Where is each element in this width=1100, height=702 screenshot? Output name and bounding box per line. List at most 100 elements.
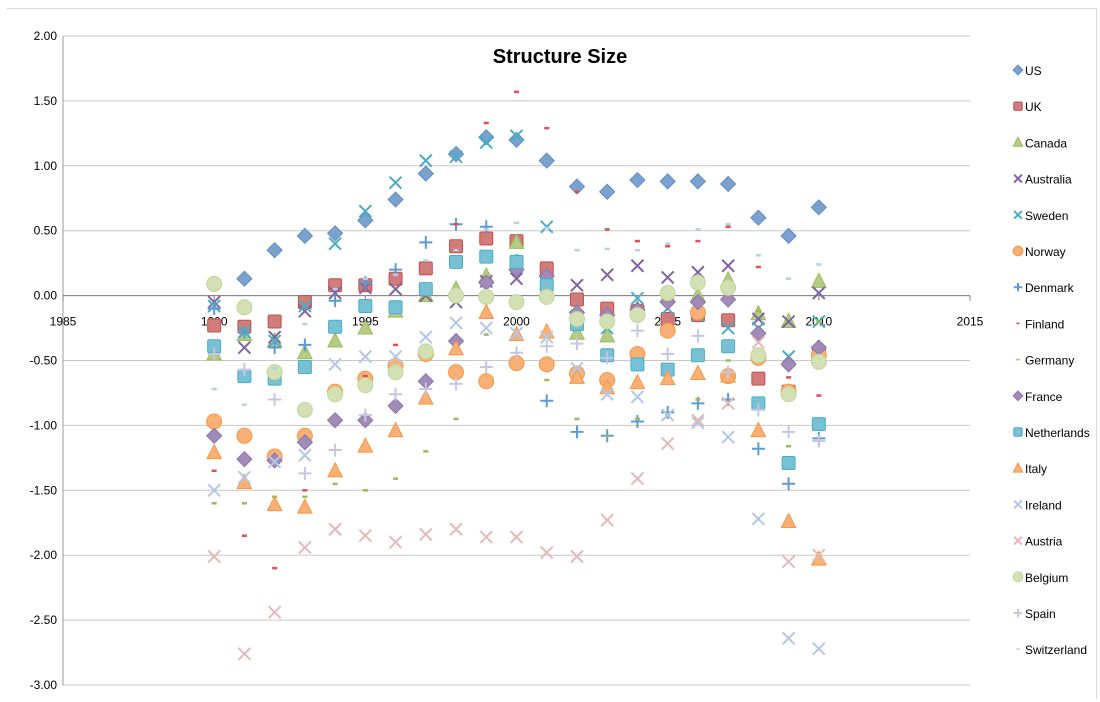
data-point-belgium [478, 288, 495, 305]
data-point-us [780, 227, 797, 245]
data-point-austria [570, 549, 584, 564]
data-point-sweden [358, 204, 373, 218]
legend-item-austria: Austria [1013, 535, 1063, 549]
data-point-spain [449, 377, 463, 391]
data-point-belgium [750, 347, 767, 364]
legend-marker-italy [1012, 461, 1024, 473]
data-point-switzerland [604, 247, 610, 251]
legend-label-denmark: Denmark [1025, 281, 1075, 295]
data-point-spain [782, 425, 796, 439]
data-point-ireland [509, 326, 524, 340]
legend-marker-denmark [1013, 282, 1023, 292]
legend-label-spain: Spain [1025, 607, 1056, 621]
legend-item-germany: Germany [1016, 354, 1074, 368]
data-point-denmark [570, 425, 584, 439]
data-point-finland [544, 126, 550, 130]
data-point-sweden [479, 135, 493, 150]
legend-label-ireland: Ireland [1025, 498, 1062, 512]
legend-marker-belgium [1012, 571, 1024, 583]
legend-marker-us [1012, 64, 1024, 76]
y-tick-label: -1.50 [30, 483, 58, 497]
data-point-austria [600, 513, 614, 527]
data-point-uk [751, 371, 766, 386]
data-point-norway [478, 373, 495, 390]
data-point-belgium [357, 377, 374, 394]
data-point-netherlands [297, 359, 312, 374]
data-point-australia [509, 272, 524, 286]
data-point-belgium [720, 279, 737, 296]
data-point-finland [483, 121, 489, 125]
data-point-italy [357, 437, 374, 453]
legend-marker-france [1012, 390, 1024, 402]
data-point-finland [725, 225, 731, 229]
data-point-australia [781, 314, 796, 329]
series-belgium [206, 274, 827, 418]
data-point-sweden [388, 175, 403, 190]
x-tick-label: 2000 [503, 315, 530, 329]
data-point-austria [419, 527, 433, 542]
legend-marker-austria [1013, 535, 1023, 546]
legend-marker-germany [1016, 358, 1020, 361]
data-point-australia [267, 330, 282, 344]
data-point-austria [691, 413, 705, 427]
legend-item-us: US [1012, 64, 1042, 78]
data-point-uk [207, 318, 222, 333]
data-point-us [447, 145, 465, 163]
legend-label-austria: Austria [1025, 535, 1063, 549]
data-point-austria [540, 545, 554, 560]
data-point-italy [810, 550, 827, 566]
data-point-denmark [419, 235, 433, 249]
data-point-germany [634, 417, 640, 421]
data-point-belgium [448, 287, 465, 304]
data-point-uk [569, 292, 584, 307]
data-point-spain [721, 365, 735, 379]
chart-frame [6, 8, 1097, 699]
chart-title: Structure Size [493, 46, 627, 68]
data-point-netherlands [690, 348, 705, 363]
data-point-belgium [417, 343, 434, 360]
data-point-finland [695, 239, 701, 243]
data-point-belgium [327, 386, 344, 403]
data-point-austria [449, 522, 463, 536]
series-ireland [207, 316, 826, 656]
data-point-canada [508, 233, 525, 249]
data-point-germany [393, 477, 399, 480]
series-switzerland [211, 221, 822, 406]
data-point-spain [570, 337, 584, 351]
data-point-ireland [721, 430, 735, 444]
data-point-austria [298, 540, 312, 555]
data-point-austria [812, 548, 826, 562]
data-point-italy [750, 421, 767, 438]
data-point-austria [328, 522, 342, 536]
y-tick-label: 0.00 [34, 289, 58, 303]
data-point-spain [812, 434, 826, 448]
data-point-switzerland [211, 387, 217, 391]
data-point-belgium [780, 386, 797, 403]
data-point-spain [268, 392, 282, 406]
data-point-austria [267, 605, 282, 620]
data-point-ireland [781, 631, 796, 645]
data-point-spain [237, 363, 251, 377]
data-point-ireland [358, 349, 373, 364]
legend-label-france: France [1025, 390, 1063, 404]
data-point-finland [786, 376, 792, 379]
data-point-austria [358, 529, 373, 543]
data-point-ireland [267, 455, 282, 469]
data-point-france [296, 434, 314, 451]
data-point-italy [327, 461, 344, 478]
data-point-switzerland [302, 322, 308, 326]
data-point-sweden [630, 291, 645, 305]
data-point-australia [388, 282, 403, 296]
data-point-finland [816, 394, 822, 397]
data-point-uk [479, 231, 494, 246]
series-us [236, 129, 828, 287]
data-point-us [236, 270, 253, 287]
data-point-germany [332, 482, 338, 486]
data-point-ireland [630, 390, 645, 404]
data-point-norway [236, 427, 253, 444]
data-point-austria [630, 471, 645, 486]
data-point-france [750, 325, 767, 342]
axes: 2.00 1.50 1.00 0.50 0.00 -0.50 -1.00 -1.50 -2.00… [30, 29, 984, 692]
